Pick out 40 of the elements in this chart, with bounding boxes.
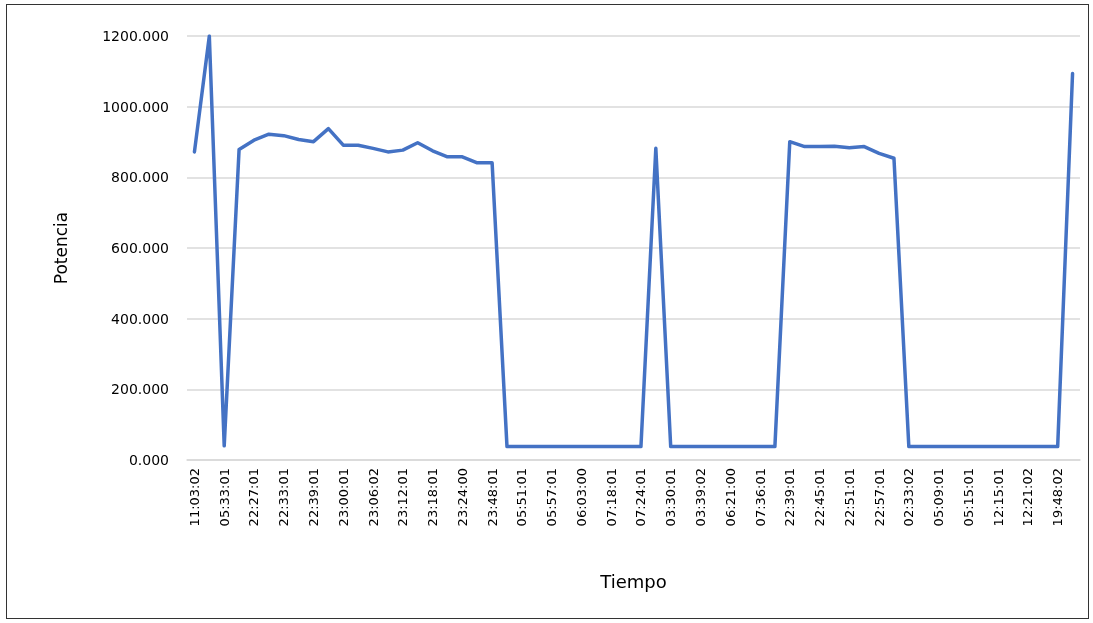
x-tick-label: 22:45:01 xyxy=(812,468,828,527)
y-tick-label: 200.000 xyxy=(111,381,169,398)
x-tick-label: 22:51:01 xyxy=(841,468,857,527)
x-tick-label: 05:51:01 xyxy=(514,468,530,527)
x-tick-label: 23:12:01 xyxy=(395,468,411,527)
x-tick-label: 19:48:02 xyxy=(1050,468,1066,527)
x-tick-label: 05:57:01 xyxy=(544,468,560,527)
y-tick-label: 1000.000 xyxy=(102,98,169,115)
x-tick-label: 22:27:01 xyxy=(246,468,262,527)
y-axis-title: Potencia xyxy=(50,211,71,285)
x-tick-label: 07:36:01 xyxy=(752,468,768,527)
y-tick-label: 800.000 xyxy=(111,169,169,186)
x-tick-label: 06:03:00 xyxy=(573,468,589,527)
x-tick-label: 06:21:00 xyxy=(722,468,738,527)
y-tick-label: 400.000 xyxy=(111,310,169,327)
x-tick-label: 02:33:02 xyxy=(901,468,917,527)
x-tick-label: 23:48:01 xyxy=(484,468,500,527)
x-tick-label: 23:00:01 xyxy=(335,468,351,527)
x-tick-label: 22:33:01 xyxy=(276,468,292,527)
x-tick-label: 12:21:02 xyxy=(1020,468,1036,527)
x-tick-label: 23:18:01 xyxy=(425,468,441,527)
y-tick-label: 0.000 xyxy=(128,452,169,468)
x-tick-label: 22:39:01 xyxy=(306,468,322,527)
y-tick-label: 600.000 xyxy=(111,240,169,256)
y-tick-label: 1200.000 xyxy=(102,28,169,44)
x-tick-label: 12:15:01 xyxy=(990,468,1006,527)
x-tick-label: 23:06:02 xyxy=(365,468,381,527)
line-series xyxy=(192,34,1075,449)
x-tick-label: 22:39:01 xyxy=(782,468,798,527)
x-tick-label: 11:03:02 xyxy=(186,468,202,527)
x-tick-label: 22:57:01 xyxy=(871,468,887,527)
x-tick-label: 07:24:01 xyxy=(633,468,649,527)
x-tick-label: 05:33:01 xyxy=(216,468,232,527)
x-tick-label: 05:09:01 xyxy=(931,468,947,527)
x-tick-label: 03:39:02 xyxy=(692,468,708,527)
x-tick-label: 05:15:01 xyxy=(960,468,976,527)
x-axis-title: Tiempo xyxy=(599,570,667,592)
x-tick-label: 23:24:00 xyxy=(454,468,470,527)
x-tick-label: 07:18:01 xyxy=(603,468,619,527)
x-tick-label: 03:30:01 xyxy=(663,468,679,527)
